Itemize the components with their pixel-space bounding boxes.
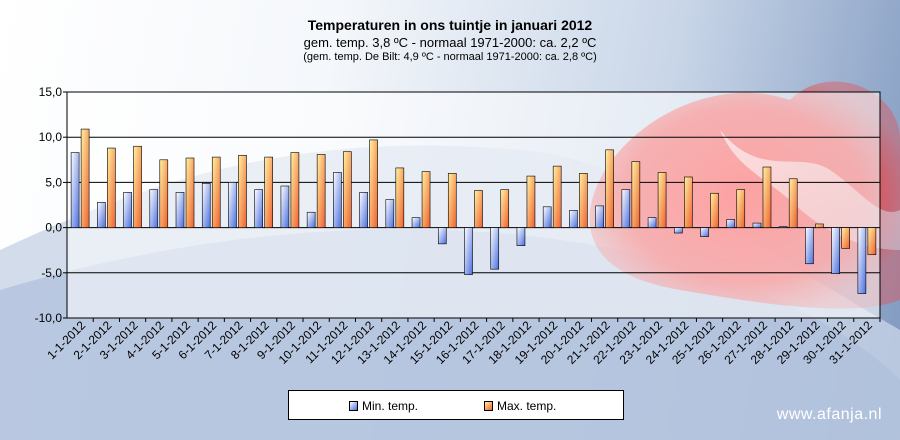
bar-min-temp bbox=[595, 205, 604, 228]
bar-min-temp bbox=[359, 192, 368, 228]
bar-min-temp bbox=[97, 201, 106, 228]
bar-max-temp bbox=[185, 157, 195, 228]
bar-max-temp bbox=[841, 227, 850, 249]
bar-max-temp bbox=[657, 172, 667, 228]
bar-max-temp bbox=[474, 190, 483, 228]
bar-min-temp bbox=[490, 227, 500, 270]
bar-min-temp bbox=[228, 182, 237, 228]
bar-max-temp bbox=[552, 165, 562, 228]
bar-max-temp bbox=[343, 151, 352, 228]
bar-max-temp bbox=[395, 167, 405, 228]
bar-min-temp bbox=[385, 199, 395, 228]
bar-max-temp bbox=[238, 154, 247, 228]
bar-min-temp bbox=[254, 189, 263, 228]
bar-min-temp bbox=[542, 206, 552, 228]
bar-min-temp bbox=[569, 210, 578, 228]
bar-max-temp bbox=[80, 128, 90, 228]
bar-max-temp bbox=[316, 154, 326, 228]
bar-max-temp bbox=[447, 173, 457, 228]
y-tick-label: 5,0 bbox=[45, 175, 62, 189]
bar-max-temp bbox=[107, 147, 116, 228]
bar-min-temp bbox=[437, 227, 447, 245]
bar-max-temp bbox=[290, 152, 300, 228]
bar-max-temp bbox=[421, 171, 431, 228]
bar-min-temp bbox=[516, 227, 526, 246]
y-tick-label: 0,0 bbox=[45, 221, 62, 235]
bar-min-temp bbox=[333, 172, 342, 228]
bar-min-temp bbox=[149, 189, 159, 228]
bar-max-temp bbox=[526, 175, 536, 228]
bar-max-temp bbox=[631, 161, 641, 228]
bar-min-temp bbox=[700, 227, 709, 237]
bar-max-temp bbox=[159, 159, 169, 228]
bar-max-temp bbox=[867, 227, 877, 256]
plot-border bbox=[66, 91, 881, 319]
bar-max-temp bbox=[500, 189, 510, 228]
bar-min-temp bbox=[70, 152, 80, 228]
chart-subtitle: gem. temp. 3,8 ºC - normaal 1971-2000: c… bbox=[303, 35, 597, 50]
y-tick-label: -10,0 bbox=[35, 311, 63, 325]
y-tick-label: -5,0 bbox=[41, 266, 62, 280]
bar-min-temp bbox=[752, 222, 762, 228]
bar-min-temp bbox=[726, 219, 736, 228]
bar-max-temp bbox=[815, 223, 824, 228]
bar-min-temp bbox=[674, 227, 683, 234]
bar-max-temp bbox=[369, 139, 378, 228]
bar-max-temp bbox=[736, 189, 746, 228]
bar-min-temp bbox=[175, 192, 185, 228]
bar-min-temp bbox=[857, 227, 867, 294]
bar-min-temp bbox=[621, 189, 631, 228]
bar-min-temp bbox=[647, 217, 657, 228]
legend-swatch-max bbox=[484, 401, 493, 411]
legend-item-min: Min. temp. bbox=[349, 399, 418, 413]
bar-max-temp bbox=[684, 176, 693, 228]
bar-max-temp bbox=[762, 166, 772, 228]
legend-swatch-min bbox=[349, 401, 358, 411]
watermark: www.afanja.nl bbox=[776, 406, 882, 423]
bar-max-temp bbox=[605, 149, 614, 228]
y-tick-label: 15,0 bbox=[39, 85, 63, 99]
bar-min-temp bbox=[778, 226, 788, 228]
bar-min-temp bbox=[201, 183, 211, 228]
bar-min-temp bbox=[280, 185, 290, 228]
bar-min-temp bbox=[411, 217, 421, 228]
legend: Min. temp. Max. temp. bbox=[288, 390, 624, 420]
bar-min-temp bbox=[464, 227, 473, 275]
bar-max-temp bbox=[579, 173, 588, 228]
legend-item-max: Max. temp. bbox=[484, 399, 556, 413]
bar-min-temp bbox=[306, 211, 316, 228]
chart-title: Temperaturen in ons tuintje in januari 2… bbox=[307, 17, 593, 33]
bar-max-temp bbox=[710, 192, 719, 228]
legend-label-max: Max. temp. bbox=[497, 399, 557, 413]
bar-min-temp bbox=[831, 227, 840, 275]
bar-max-temp bbox=[211, 156, 221, 228]
bar-min-temp bbox=[805, 227, 814, 265]
bar-min-temp bbox=[123, 192, 132, 228]
bar-max-temp bbox=[788, 178, 798, 228]
bar-max-temp bbox=[264, 156, 273, 228]
bar-max-temp bbox=[133, 145, 142, 228]
chart-subtitle-debilt: (gem. temp. De Bilt: 4,9 ºC - normaal 19… bbox=[303, 51, 597, 63]
y-tick-label: 10,0 bbox=[39, 130, 63, 144]
legend-label-min: Min. temp. bbox=[362, 399, 419, 413]
